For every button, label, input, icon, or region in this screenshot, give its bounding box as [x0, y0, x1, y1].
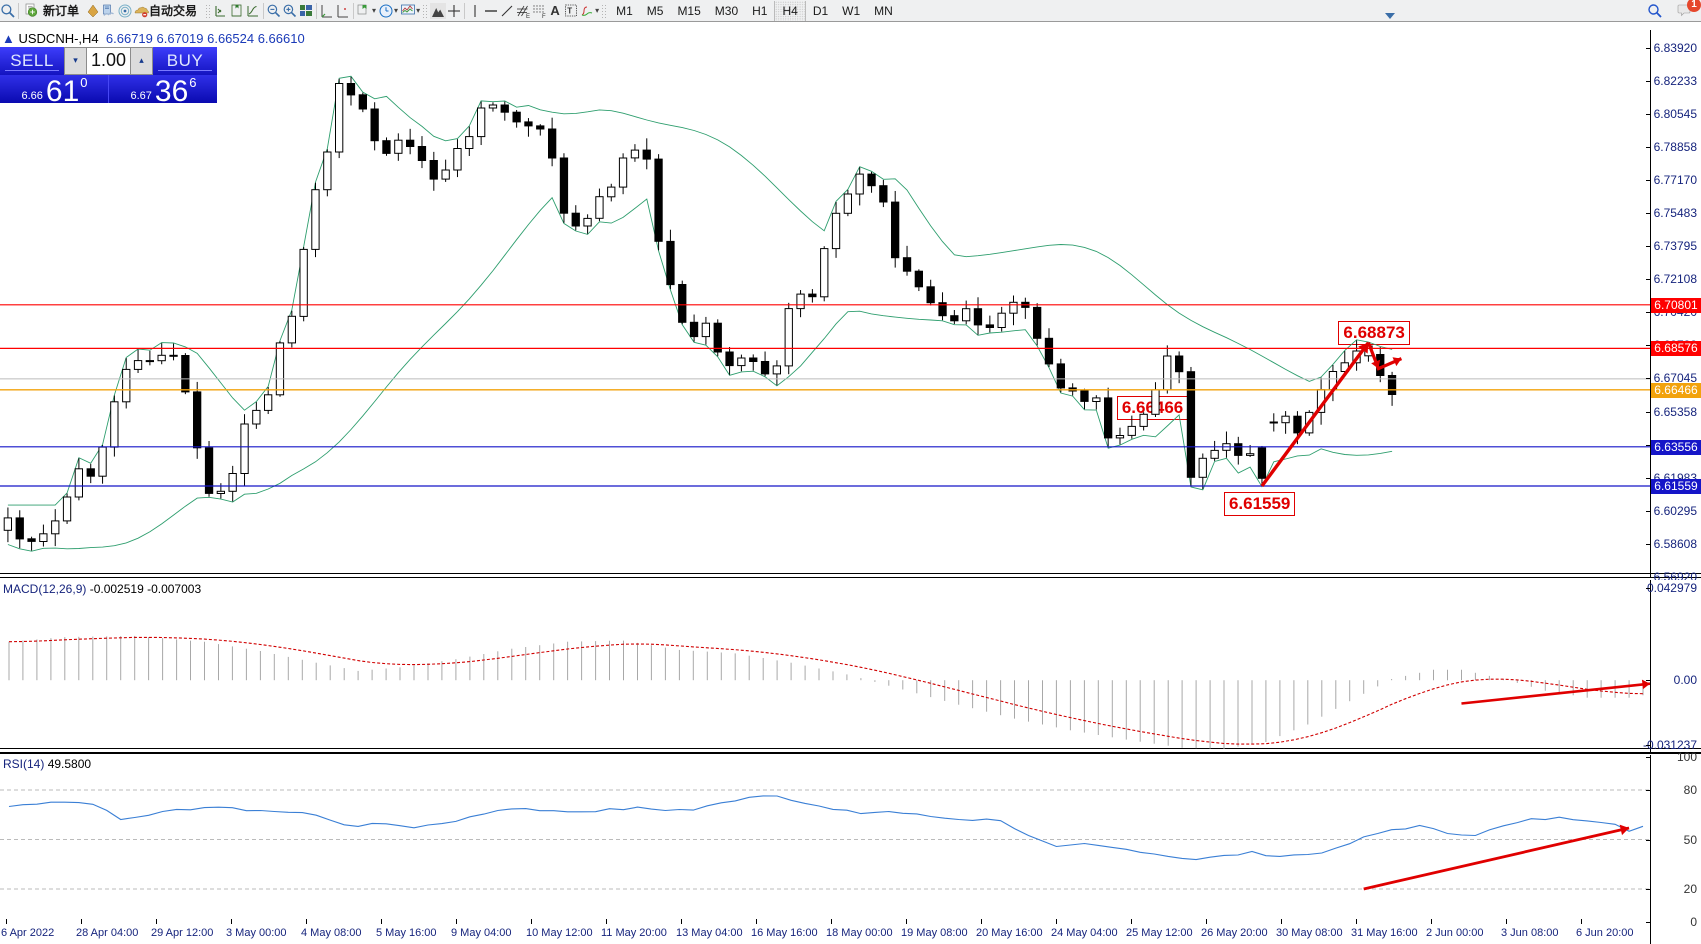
svg-text:F: F — [542, 14, 546, 19]
svg-text:T: T — [567, 6, 572, 15]
svg-text:E: E — [526, 14, 530, 19]
